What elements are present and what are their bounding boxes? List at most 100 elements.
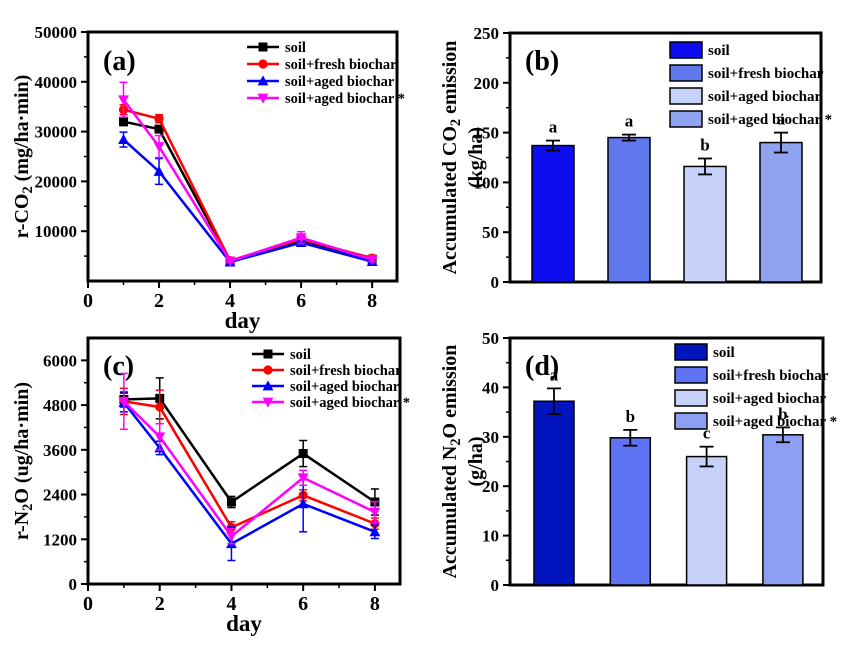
legend-item-soil-aged-biochar: soil+aged biochar	[674, 389, 826, 407]
panel-c: 0 1200 2400 3600 4800 6000 r-N2O (ug/ha·min) (c…	[11, 336, 410, 636]
legend-label: soil+aged biochar	[708, 89, 821, 105]
data-point-marker	[258, 59, 268, 69]
legend-swatch	[674, 412, 708, 430]
x-axis-label: day	[226, 611, 262, 636]
data-point-marker	[154, 432, 166, 443]
panel-a: 10000 20000 30000 40000 50000 r-CO2 (mg/ha·mi…	[11, 23, 405, 333]
legend-item-soil: soil	[247, 40, 306, 56]
panel-tag: (d)	[525, 351, 559, 382]
data-point-marker	[295, 233, 307, 244]
bar-soil-aged-biochar	[685, 455, 728, 586]
y-axis-label: (kg/ha)	[465, 127, 487, 188]
y-axis-label: r-CO2 (mg/ha·min)	[11, 75, 36, 239]
x-tick-label: 0	[83, 593, 93, 615]
y-tick-label: 2400	[43, 486, 77, 505]
legend-item-soil-aged-biochar: soil+aged biochar	[669, 87, 821, 105]
legend-label: soil	[708, 43, 730, 59]
data-point-marker	[297, 498, 309, 509]
x-tick-label: 0	[83, 290, 93, 312]
data-point-marker	[258, 42, 268, 52]
y-tick-label: 10000	[35, 222, 78, 241]
legend-label: soil+aged biochar	[290, 379, 400, 395]
series-line	[123, 400, 376, 529]
data-point-marker	[153, 165, 165, 176]
series-soil-aged-biochar	[118, 81, 378, 267]
significance-letter: b	[778, 404, 787, 423]
x-tick-label: 2	[154, 290, 164, 312]
y-tick-label: 3600	[43, 441, 77, 460]
legend-label: soil+aged biochar *	[290, 395, 410, 411]
data-point-marker	[262, 397, 274, 408]
significance-letter: a	[549, 118, 558, 137]
data-point-marker	[118, 95, 129, 106]
data-point-marker	[154, 124, 164, 134]
data-point-marker	[119, 117, 129, 127]
panel-tag: (b)	[525, 46, 559, 77]
legend-swatch	[669, 110, 703, 128]
data-point-marker	[224, 256, 236, 267]
data-point-marker	[370, 519, 380, 529]
y-tick-label: 30	[482, 428, 499, 447]
y-tick-label: 200	[474, 74, 500, 93]
y-tick-label: 40000	[35, 73, 78, 92]
bar-soil-aged-biochar	[683, 165, 727, 283]
panel-tag: (c)	[103, 351, 134, 382]
significance-letter: c	[703, 424, 711, 443]
x-tick-label: 2	[155, 593, 165, 615]
data-point-marker	[369, 507, 381, 518]
data-point-marker	[154, 114, 164, 124]
data-point-marker	[366, 255, 378, 266]
legend-item-soil-fresh-biochar: soil+fresh biochar	[247, 57, 397, 73]
legend-label: soil+aged biochar *	[285, 91, 405, 107]
panel-c-frame	[86, 336, 402, 586]
panel-tag: (a)	[103, 46, 136, 77]
data-point-marker	[118, 133, 129, 144]
significance-letter: b	[626, 407, 635, 426]
series-soil-aged-biochar	[118, 131, 378, 267]
legend-label: soil	[713, 345, 735, 361]
bar-soil-aged-biochar	[759, 141, 803, 283]
y-tick-label: 0	[491, 576, 500, 595]
legend-label: soil+aged biochar	[713, 391, 826, 407]
series-soil	[119, 116, 377, 266]
y-tick-label: 0	[491, 273, 500, 292]
data-point-marker	[118, 396, 130, 407]
x-axis-label: day	[225, 308, 261, 333]
legend-label: soil	[290, 347, 311, 363]
data-point-marker	[298, 449, 308, 459]
y-axis-label: Accumulated N2O emission	[439, 345, 464, 579]
y-tick-label: 30000	[35, 123, 78, 142]
legend-label: soil+fresh biochar	[285, 57, 397, 73]
bar-soil-fresh-biochar	[607, 136, 651, 283]
y-tick-label: 40	[482, 378, 499, 397]
series-soil-aged-biochar	[118, 372, 381, 545]
legend-swatch	[674, 343, 708, 361]
data-point-marker	[262, 380, 274, 391]
data-point-marker	[257, 75, 269, 86]
legend-swatch	[674, 389, 708, 407]
legend-item-soil: soil	[252, 347, 311, 363]
y-tick-label: 150	[474, 124, 500, 143]
data-point-marker	[369, 526, 381, 537]
legend-item-soil: soil	[669, 41, 730, 59]
legend-label: soil	[285, 40, 306, 56]
legend-label: soil+aged biochar *	[713, 414, 837, 430]
significance-letter: a	[777, 110, 786, 129]
x-tick-label: 8	[370, 593, 380, 615]
x-tick-label: 4	[225, 290, 235, 312]
legend-item-soil-aged-biochar: soil+aged biochar *	[669, 110, 832, 128]
y-axis-label: r-N2O (ug/ha·min)	[11, 382, 36, 540]
y-tick-label: 20	[482, 477, 499, 496]
y-tick-label: 50000	[35, 23, 78, 42]
data-point-marker	[155, 402, 165, 412]
legend-swatch	[669, 64, 703, 82]
y-tick-label: 4800	[43, 396, 77, 415]
legend-label: soil+aged biochar	[285, 74, 395, 90]
x-tick-label: 6	[298, 593, 308, 615]
legend-swatch	[669, 41, 703, 59]
panel-d: 0 10 20 30 40 50 Accumulated N2O emission(g/ha…	[439, 329, 837, 595]
legend-label: soil+fresh biochar	[290, 363, 402, 379]
legend-label: soil+fresh biochar	[713, 368, 829, 384]
